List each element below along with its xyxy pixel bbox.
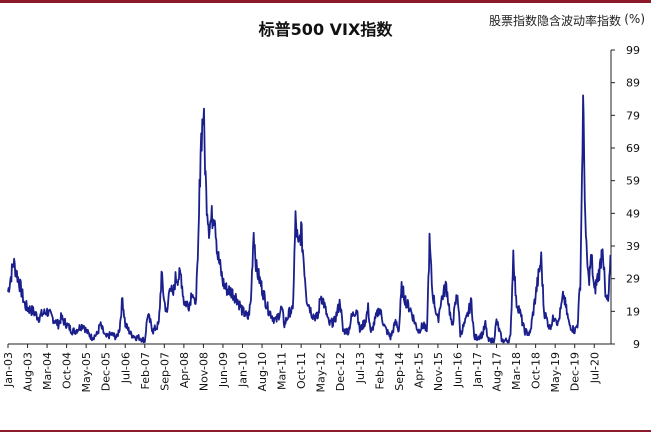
x-tick-label: Aug-03: [22, 352, 35, 391]
x-tick-label: Nov-15: [432, 352, 445, 391]
x-tick-label: Dec-19: [569, 352, 582, 391]
x-tick-label: Jul-06: [119, 352, 132, 384]
x-tick-label: Jan-17: [471, 352, 484, 388]
y-tick-label: 29: [626, 273, 640, 286]
x-tick-label: Jan-03: [2, 352, 15, 388]
x-tick-label: Sep-14: [393, 352, 406, 391]
x-tick-label: Mar-04: [41, 352, 54, 390]
y-tick-label: 89: [626, 77, 640, 90]
y-axis-unit: (%): [624, 12, 645, 26]
x-tick-label: Jun-09: [217, 352, 230, 388]
y-tick-label: 49: [626, 207, 640, 220]
x-tick-label: May-19: [549, 352, 562, 393]
x-tick-label: Feb-14: [373, 352, 386, 389]
chart-title: 标普500 VIX指数: [258, 20, 393, 39]
chart-subtitle: 股票指数隐含波动率指数: [488, 14, 621, 28]
x-tick-label: Apr-15: [412, 352, 425, 388]
y-tick-label: 99: [626, 44, 640, 57]
x-tick-label: Jul-20: [588, 352, 601, 384]
y-tick-label: 9: [633, 338, 640, 351]
x-tick-label: Jun-16: [451, 352, 464, 388]
x-tick-label: Oct-11: [295, 352, 308, 389]
x-tick-label: Jan-10: [237, 352, 250, 388]
bottom-rule: [0, 430, 651, 432]
x-tick-label: Apr-08: [178, 352, 191, 388]
x-tick-label: Nov-08: [197, 352, 210, 391]
x-tick-label: Dec-05: [100, 352, 113, 391]
x-tick-label: Mar-11: [276, 352, 289, 390]
x-tick-label: Oct-04: [61, 352, 74, 389]
x-tick-label: May-05: [80, 352, 93, 393]
x-tick-label: Jul-13: [354, 352, 367, 384]
y-tick-label: 69: [626, 142, 640, 155]
y-tick-label: 79: [626, 109, 640, 122]
x-tick-label: Oct-18: [530, 352, 543, 389]
y-tick-label: 59: [626, 175, 640, 188]
x-tick-label: Feb-07: [139, 352, 152, 389]
x-tick-label: Aug-10: [256, 352, 269, 391]
x-tick-label: Aug-17: [491, 352, 504, 391]
x-tick-label: Mar-18: [510, 352, 523, 390]
x-tick-label: May-12: [315, 352, 328, 393]
y-tick-label: 19: [626, 305, 640, 318]
x-tick-label: Sep-07: [158, 352, 171, 391]
x-tick-label: Dec-12: [334, 352, 347, 391]
y-tick-label: 39: [626, 240, 640, 253]
vix-series-line: [7, 94, 612, 344]
top-rule: [0, 0, 651, 3]
